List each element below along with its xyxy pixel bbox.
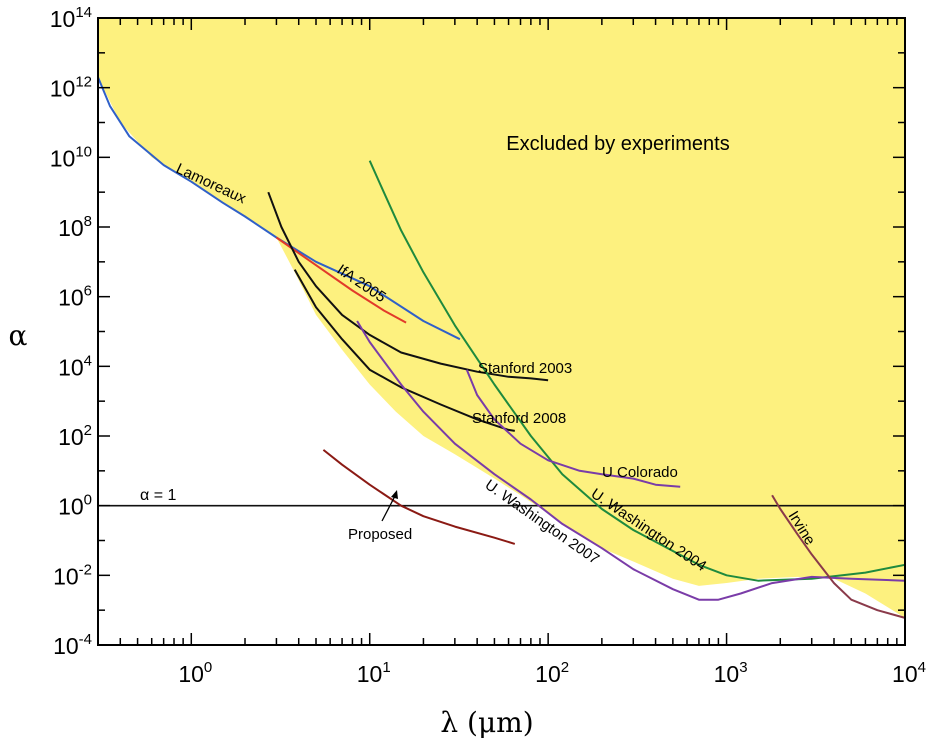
x-tick-label: 100 <box>178 659 212 687</box>
y-tick-label: 1010 <box>50 143 92 171</box>
y-tick-label: 108 <box>58 213 92 241</box>
series-layer <box>97 76 906 619</box>
series-line-ifa-2005 <box>275 236 407 324</box>
alpha-1-label: α = 1 <box>140 487 176 504</box>
proposed-label: Proposed <box>348 526 412 543</box>
series-line-irvine <box>771 494 906 619</box>
y-tick-label: 1012 <box>50 74 92 102</box>
proposed-arrow-line <box>381 495 396 522</box>
y-tick-label: 102 <box>58 422 92 450</box>
y-tick-label: 10-4 <box>53 631 92 659</box>
series-line-u-colorado <box>465 369 681 488</box>
y-tick-label: 1014 <box>50 4 92 32</box>
tick-marks <box>97 17 906 646</box>
series-line-stanford-2008 <box>293 269 515 432</box>
x-axis-title: λ (μm) <box>440 706 533 739</box>
excluded-region <box>98 18 905 618</box>
y-tick-label: 100 <box>58 492 92 520</box>
excluded-region-label: Excluded by experiments <box>506 133 729 155</box>
label-stanford-2008: Stanford 2008 <box>472 410 566 427</box>
series-line-proposed <box>322 449 516 545</box>
y-tick-label: 10-2 <box>53 561 92 589</box>
series-line-u-washington-2004 <box>368 160 906 582</box>
x-tick-label: 101 <box>357 659 391 687</box>
y-tick-label: 106 <box>58 283 92 311</box>
y-axis-title: α <box>9 319 28 352</box>
series-line-lamoreaux <box>97 76 461 341</box>
x-tick-label: 102 <box>535 659 569 687</box>
label-u-colorado: U Colorado <box>602 464 678 481</box>
plot-area <box>97 17 906 646</box>
series-line-u-washington-2007 <box>356 320 906 601</box>
proposed-arrow-head <box>391 490 398 499</box>
x-tick-label: 104 <box>892 659 926 687</box>
tick-labels: 100 101 102 103 104 10-4 10-2 100 102 104 106 108 10… <box>50 4 926 687</box>
series-line-stanford-2003 <box>267 191 549 382</box>
y-tick-label: 104 <box>58 352 92 380</box>
label-stanford-2003: Stanford 2003 <box>478 360 572 377</box>
proposed-arrow <box>381 490 398 522</box>
x-tick-label: 103 <box>714 659 748 687</box>
